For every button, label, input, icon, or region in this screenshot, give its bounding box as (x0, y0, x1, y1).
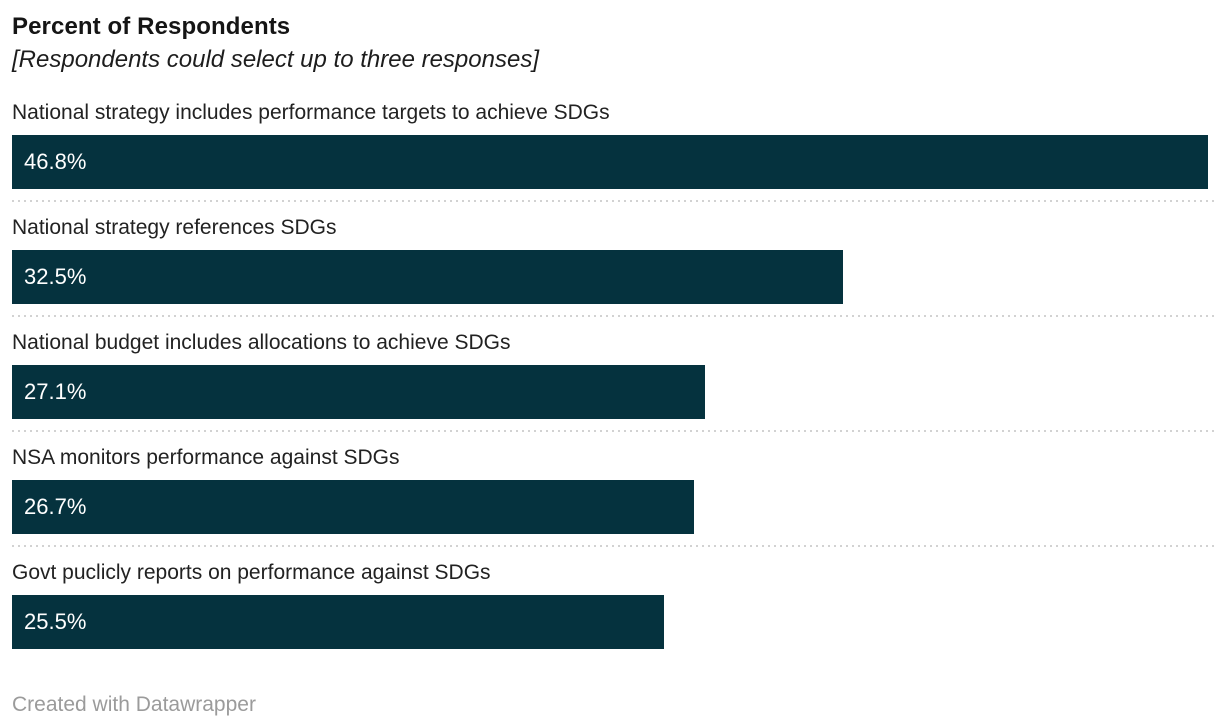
bar-row: National strategy includes performance t… (12, 101, 1220, 202)
bar-row: NSA monitors performance against SDGs 26… (12, 446, 1220, 547)
row-separator (12, 315, 1218, 317)
row-separator (12, 200, 1218, 202)
bar: 32.5% (12, 250, 843, 304)
bar-value-label: 26.7% (24, 494, 87, 519)
bar-value-label: 46.8% (24, 149, 87, 174)
chart-subtitle: [Respondents could select up to three re… (12, 46, 539, 73)
bar: 46.8% (12, 135, 1208, 189)
row-separator (12, 430, 1218, 432)
bar-track: 26.7% (12, 480, 1208, 534)
bar-chart: National strategy includes performance t… (12, 101, 1220, 649)
bar: 25.5% (12, 595, 664, 649)
bar-row: National budget includes allocations to … (12, 331, 1220, 432)
bar-value-label: 25.5% (24, 609, 87, 634)
bar-label: National strategy references SDGs (12, 216, 337, 239)
chart-header: Percent of Respondents [Respondents coul… (12, 12, 1220, 75)
bar-value-label: 27.1% (24, 379, 87, 404)
row-separator (12, 545, 1218, 547)
bar-track: 25.5% (12, 595, 1208, 649)
bar-label: National strategy includes performance t… (12, 101, 610, 124)
bar-label: National budget includes allocations to … (12, 331, 511, 354)
datawrapper-attribution[interactable]: Created with Datawrapper (12, 693, 256, 716)
bar-track: 46.8% (12, 135, 1208, 189)
bar: 27.1% (12, 365, 705, 419)
bar-track: 27.1% (12, 365, 1208, 419)
bar: 26.7% (12, 480, 695, 534)
chart-title: Percent of Respondents (12, 13, 291, 40)
bar-row: Govt puclicly reports on performance aga… (12, 561, 1220, 649)
bar-label: Govt puclicly reports on performance aga… (12, 561, 491, 584)
bar-track: 32.5% (12, 250, 1208, 304)
bar-label: NSA monitors performance against SDGs (12, 446, 400, 469)
bar-value-label: 32.5% (24, 264, 87, 289)
bar-row: National strategy references SDGs 32.5% (12, 216, 1220, 317)
